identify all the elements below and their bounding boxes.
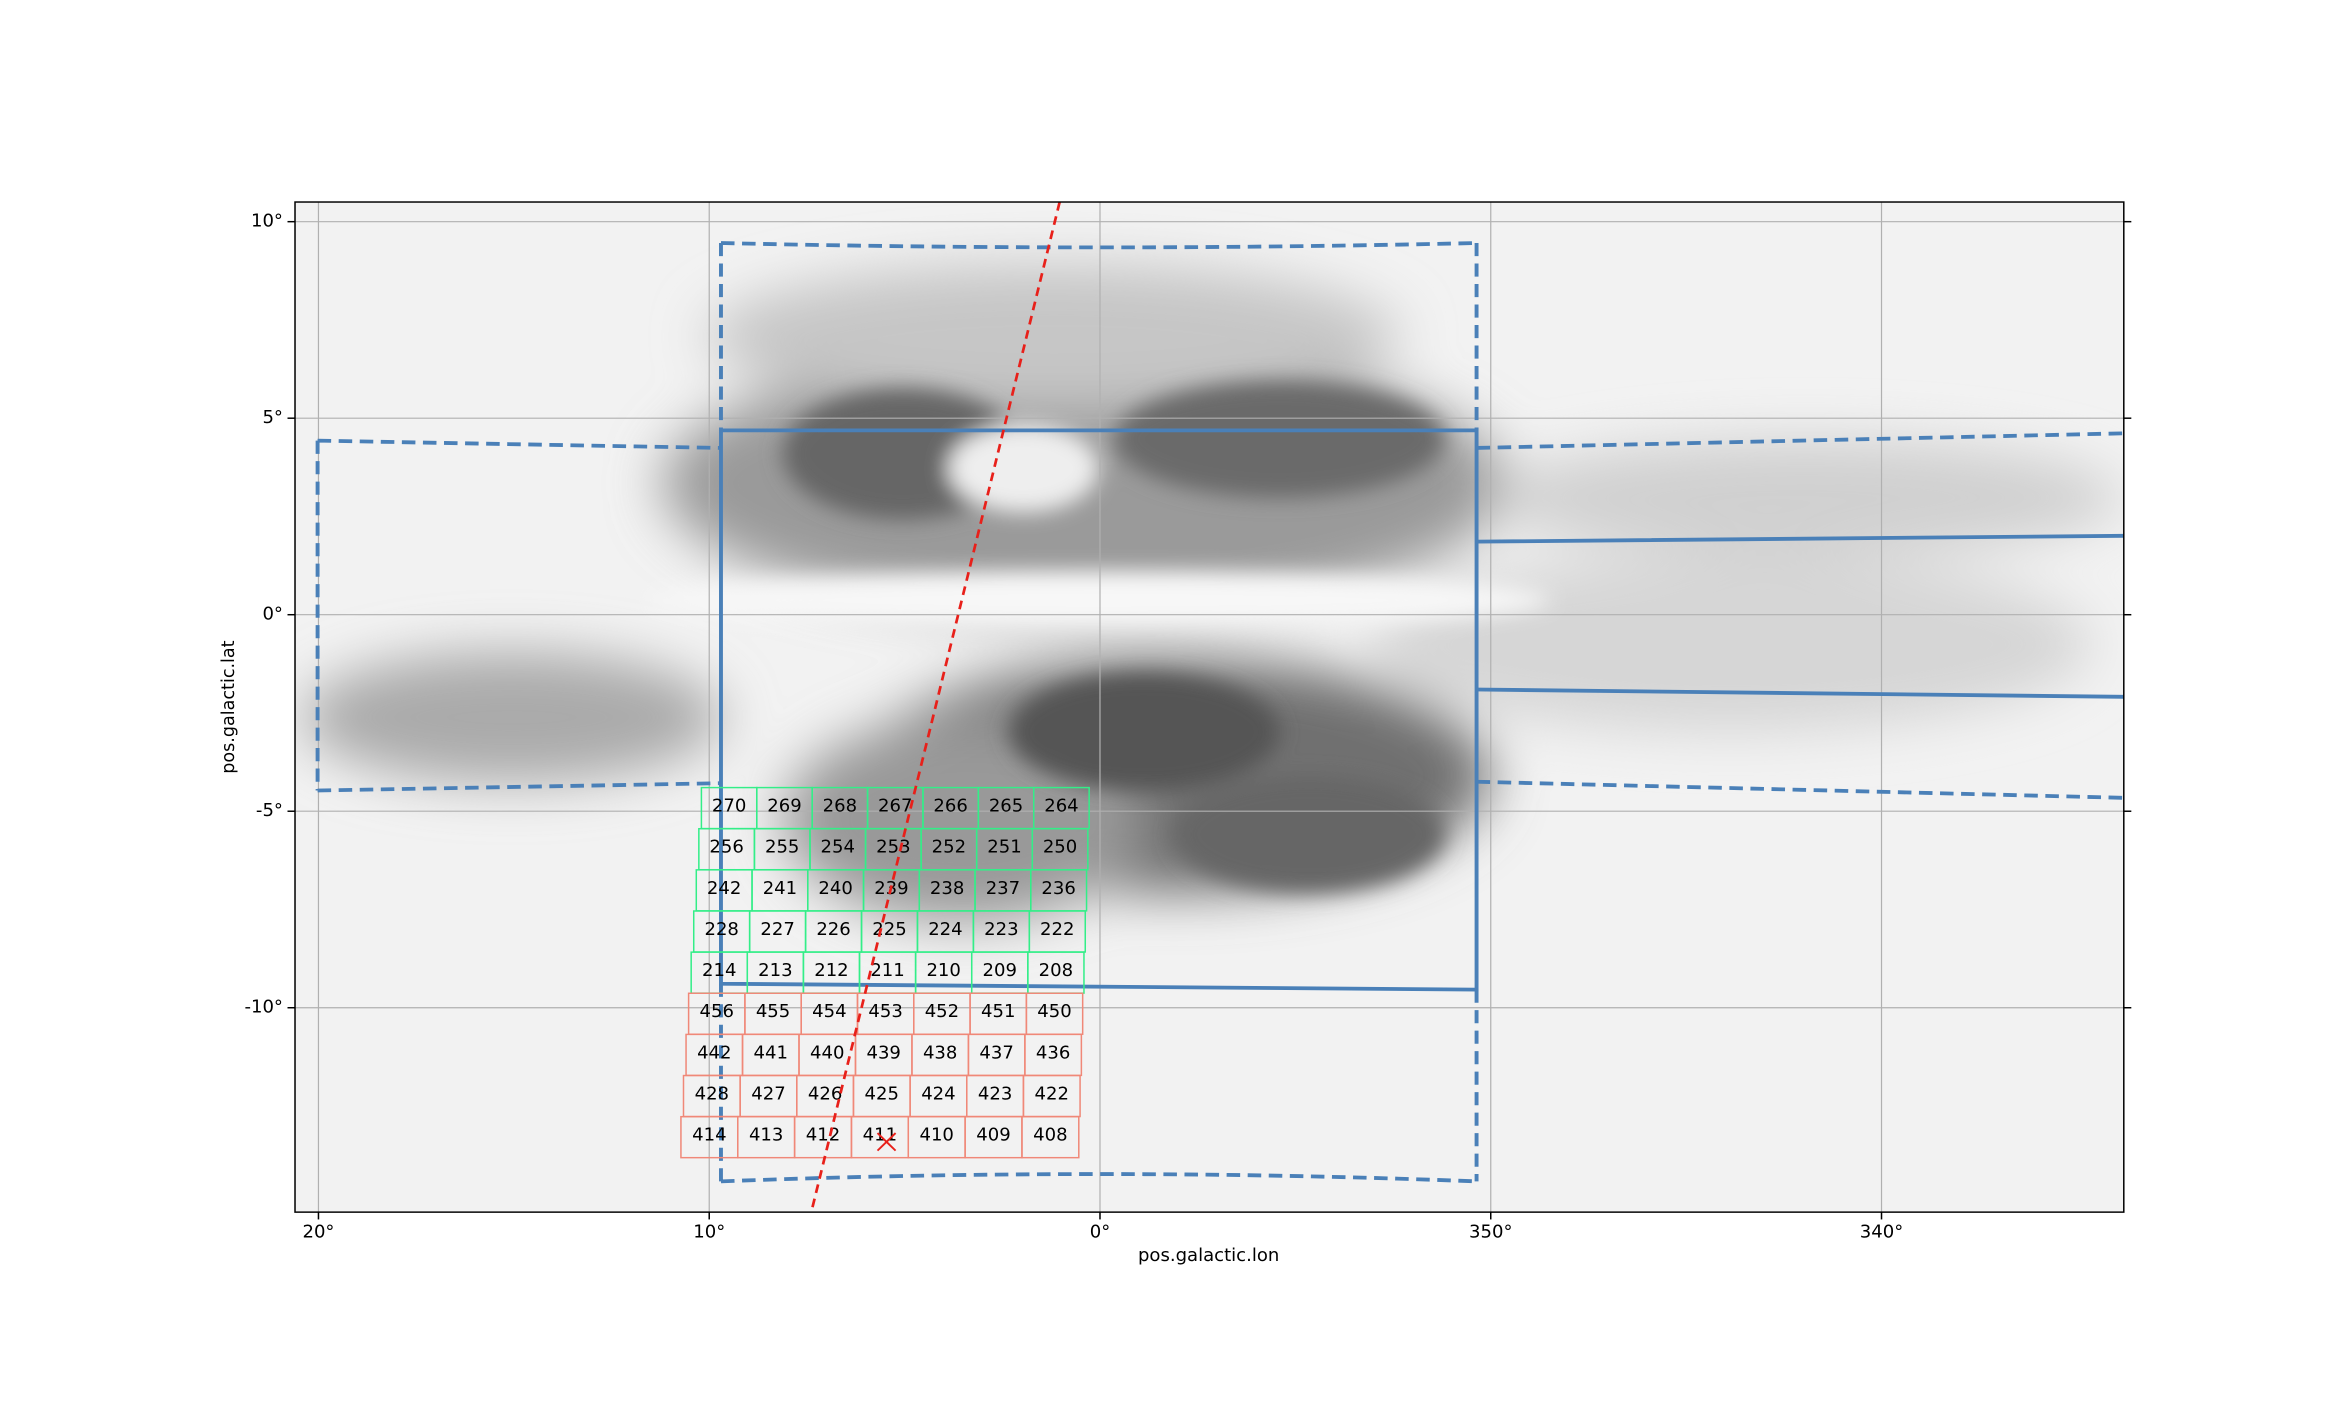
tile-label: 223 — [984, 919, 1018, 940]
tile-label: 423 — [978, 1084, 1012, 1105]
tile-label: 436 — [1036, 1043, 1070, 1064]
tile-label: 425 — [865, 1084, 899, 1105]
tile-label: 422 — [1035, 1084, 1069, 1105]
tile-label: 213 — [758, 960, 792, 981]
x-tick-label: 10° — [693, 1222, 725, 1243]
tile-label: 240 — [818, 878, 852, 899]
tile-label: 211 — [870, 960, 904, 981]
tile-label: 269 — [767, 796, 801, 817]
tile-label: 268 — [823, 796, 857, 817]
tile-label: 427 — [751, 1084, 785, 1105]
tile-label: 227 — [760, 919, 794, 940]
tile-label: 225 — [872, 919, 906, 940]
tiles: 270 269 268 267 266 265 264 256 255 254 253 252 251 2… — [680, 786, 1090, 1159]
tile-label: 426 — [808, 1084, 842, 1105]
tile-label: 455 — [756, 1001, 790, 1022]
tile-label: 412 — [806, 1125, 840, 1146]
tile-label: 265 — [989, 796, 1023, 817]
tile-label: 256 — [709, 837, 743, 858]
tile-label: 424 — [921, 1084, 955, 1105]
tile-label: 224 — [928, 919, 962, 940]
tile-label: 451 — [981, 1001, 1015, 1022]
tile-label: 254 — [821, 837, 855, 858]
tile-label: 454 — [812, 1001, 846, 1022]
tile-label: 252 — [932, 837, 966, 858]
dust-map — [295, 202, 2124, 1213]
tile-label: 408 — [1033, 1125, 1067, 1146]
tile-label: 222 — [1040, 919, 1074, 940]
tile-label: 255 — [765, 837, 799, 858]
tile-label: 450 — [1037, 1001, 1071, 1022]
tile-label: 441 — [754, 1043, 788, 1064]
tile-label: 251 — [987, 837, 1021, 858]
tile-label: 210 — [926, 960, 960, 981]
tile-label: 228 — [704, 919, 738, 940]
tile-label: 456 — [700, 1001, 734, 1022]
grid — [295, 202, 2124, 1213]
footprint-outline — [1476, 431, 2124, 800]
tile-label: 267 — [878, 796, 912, 817]
tile-label: 226 — [816, 919, 850, 940]
y-tick-label: 5° — [262, 407, 283, 428]
tile-label: 453 — [868, 1001, 902, 1022]
survey-footprints — [315, 241, 2124, 1184]
tile-label: 440 — [810, 1043, 844, 1064]
tile-label: 439 — [866, 1043, 900, 1064]
tile-label: 212 — [814, 960, 848, 981]
tile-label: 250 — [1043, 837, 1077, 858]
x-tick-label: 340° — [1860, 1222, 1903, 1243]
tile-label: 264 — [1044, 796, 1078, 817]
footprint-outline — [719, 428, 1479, 992]
footprint-outline — [1476, 533, 2124, 699]
tile-label: 209 — [983, 960, 1017, 981]
x-tick-label: 0° — [1090, 1222, 1111, 1243]
footprint-outline — [719, 241, 1479, 1184]
tile-label: 438 — [923, 1043, 957, 1064]
tile-label: 428 — [695, 1084, 729, 1105]
tile-label: 452 — [925, 1001, 959, 1022]
tile-label: 442 — [697, 1043, 731, 1064]
tile-label: 237 — [986, 878, 1020, 899]
trajectory-line — [809, 201, 1061, 1213]
tile-label: 241 — [763, 878, 797, 899]
tile-label: 253 — [876, 837, 910, 858]
tile-label: 238 — [930, 878, 964, 899]
x-tick-label: 350° — [1469, 1222, 1512, 1243]
tile-label: 266 — [933, 796, 967, 817]
tile-label: 270 — [712, 796, 746, 817]
tile-label: 236 — [1041, 878, 1075, 899]
tile — [1021, 1115, 1080, 1159]
axes-frame — [294, 201, 2125, 1213]
tile-label: 413 — [749, 1125, 783, 1146]
tile-label: 414 — [692, 1125, 726, 1146]
x-tick-label: 20° — [302, 1222, 334, 1243]
x-axis-label: pos.galactic.lon — [1138, 1245, 1279, 1266]
tile-label: 410 — [919, 1125, 953, 1146]
tile-label: 214 — [702, 960, 736, 981]
y-tick-label: -10° — [244, 997, 282, 1018]
y-axis-label: pos.galactic.lat — [218, 640, 239, 773]
target-marker — [876, 1132, 897, 1152]
tile-label: 437 — [979, 1043, 1013, 1064]
y-tick-label: 10° — [251, 211, 283, 232]
footprint-outline — [315, 438, 722, 793]
tile-label: 409 — [976, 1125, 1010, 1146]
tile-label: 208 — [1039, 960, 1073, 981]
tile-label: 242 — [707, 878, 741, 899]
y-tick-label: -5° — [256, 800, 283, 821]
y-tick-label: 0° — [262, 604, 283, 625]
